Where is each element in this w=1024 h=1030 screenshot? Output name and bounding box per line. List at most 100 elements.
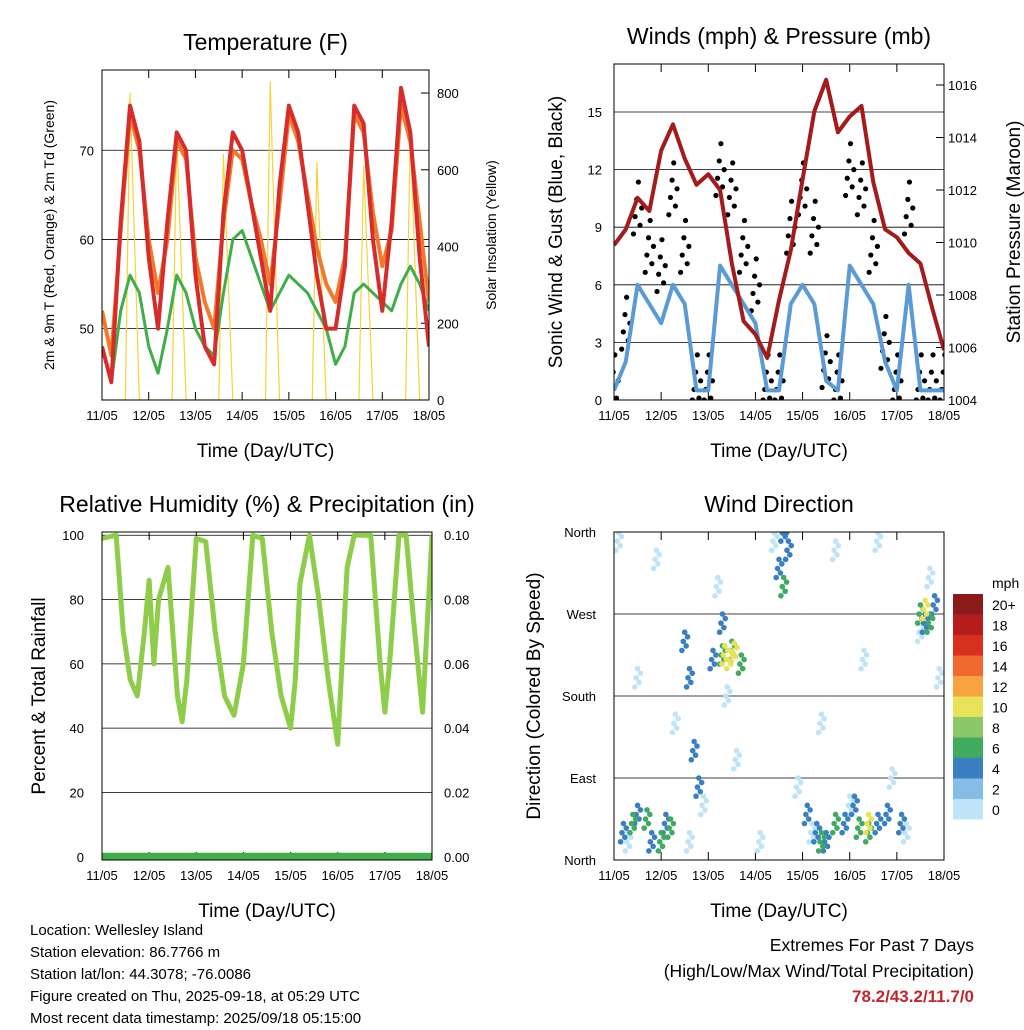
direction-point [717,579,724,585]
legend-label: 16 [992,638,1008,654]
direction-point [919,615,926,622]
direction-point [900,825,906,831]
extremes-box: Extremes For Past 7 Days (High/Low/Max W… [664,932,974,1010]
y-tick-label: 80 [70,593,84,608]
direction-point [924,629,930,636]
gust-point [725,212,731,218]
direction-point [780,532,787,536]
gust-point [896,395,902,400]
direction-point [736,752,743,759]
legend-swatch [953,737,983,758]
gust-point [701,397,707,400]
direction-point [898,811,905,818]
gust-point [844,175,850,181]
direction-point [683,848,690,854]
gust-point [644,252,650,258]
x-tick-label: 15/05 [786,868,819,883]
y-tick-label: 15 [588,105,602,120]
legend-swatch [953,758,983,779]
direction-point [777,570,784,576]
gust-point [750,290,756,297]
gust-point [881,331,887,337]
direction-point [614,538,621,544]
y2-tick-label: 400 [437,240,459,255]
x-tick-label: 17/05 [881,868,914,883]
direction-point [783,579,790,585]
gust-point [856,194,862,201]
direction-point [620,820,627,827]
x-tick-label: 11/05 [86,868,118,883]
x-tick-label: 14/05 [227,868,260,883]
direction-point [724,684,730,690]
direction-point [889,766,895,772]
direction-point [817,838,823,845]
gust-point [837,395,844,400]
direction-point [669,829,675,836]
extremes-subtitle: (High/Low/Max Wind/Total Precipitation) [663,961,974,981]
y-tick-label: 9 [595,220,602,235]
gust-point [649,261,655,267]
direction-point [688,843,694,850]
direction-point [685,674,691,681]
gust-point [831,397,837,400]
direction-point [805,816,812,822]
direction-point [873,538,880,544]
direction-point [839,829,845,836]
direction-point [812,829,819,836]
direction-point [929,615,936,622]
direction-point [829,556,836,563]
direction-point [679,647,685,654]
direction-point [659,843,666,850]
legend-swatch [953,778,983,799]
gust-point [846,158,852,164]
direction-point [796,788,803,795]
y2-axis-label: Station Pressure (Maroon) [1004,121,1024,344]
direction-point [722,615,729,622]
direction-point [902,829,908,836]
direction-point [851,793,858,800]
direction-point [637,670,644,677]
gust-point [667,194,674,201]
direction-point [832,538,839,544]
gust-point [760,397,766,400]
legend-swatch [953,655,983,676]
x-tick-label: 13/05 [692,408,725,423]
x-tick-label: 14/05 [739,868,772,883]
direction-point [873,820,880,827]
direction-point [788,542,795,549]
direction-point [835,542,842,549]
direction-points-1 [614,532,944,854]
direction-point [811,838,817,845]
direction-point [835,816,842,822]
y2-tick-label: 0.04 [444,721,469,736]
direction-point [693,793,699,800]
direction-point [630,811,636,818]
direction-point [634,665,641,672]
gust-point [694,352,700,358]
direction-point [846,793,853,800]
legend-label: 14 [992,659,1008,675]
panel-4: Wind Direction Time (Day/UTC) 11/05 12/05 13… [524,491,1019,922]
panel-title: Winds (mph) & Pressure (mb) [627,23,931,49]
direction-point [694,743,700,749]
gust-point [903,214,909,220]
gust-point [624,294,630,300]
direction-point [741,656,747,663]
direction-point [895,829,902,836]
direction-point [831,547,837,554]
direction-point [779,583,786,590]
direction-point [644,807,650,813]
x-tick-label: 14/05 [226,408,259,423]
direction-point [641,825,647,831]
direction-point [623,825,630,831]
gust-point [650,243,657,249]
direction-point [784,547,790,554]
plot-frame [613,63,945,401]
direction-point [666,825,672,831]
gust-point [654,288,660,295]
legend-label: 0 [992,802,1000,818]
direction-point [721,702,728,708]
direction-point [876,825,883,831]
panel-title: Relative Humidity (%) & Precipitation (i… [59,491,474,517]
direction-point [632,816,639,822]
